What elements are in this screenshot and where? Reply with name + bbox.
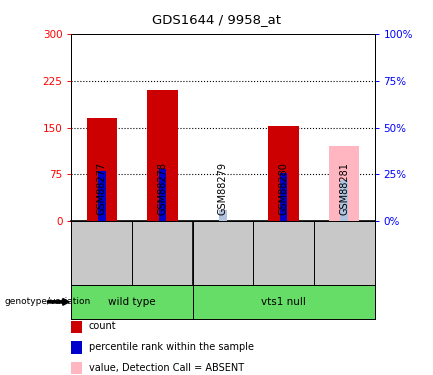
Bar	[98, 171, 106, 221]
Bar	[158, 169, 166, 221]
Text: percentile rank within the sample: percentile rank within the sample	[89, 342, 254, 352]
Text: count: count	[89, 321, 116, 331]
Text: genotype/variation: genotype/variation	[4, 297, 90, 306]
Text: wild type: wild type	[108, 297, 156, 307]
Bar	[219, 210, 227, 221]
Bar	[71, 285, 193, 319]
Bar	[329, 146, 359, 221]
Bar	[280, 172, 288, 221]
Bar	[87, 118, 117, 221]
Bar	[340, 180, 348, 221]
Bar	[147, 90, 178, 221]
Bar	[193, 285, 375, 319]
Bar	[268, 126, 299, 221]
Text: GDS1644 / 9958_at: GDS1644 / 9958_at	[152, 13, 281, 26]
Text: vts1 null: vts1 null	[261, 297, 306, 307]
Text: value, Detection Call = ABSENT: value, Detection Call = ABSENT	[89, 363, 244, 372]
